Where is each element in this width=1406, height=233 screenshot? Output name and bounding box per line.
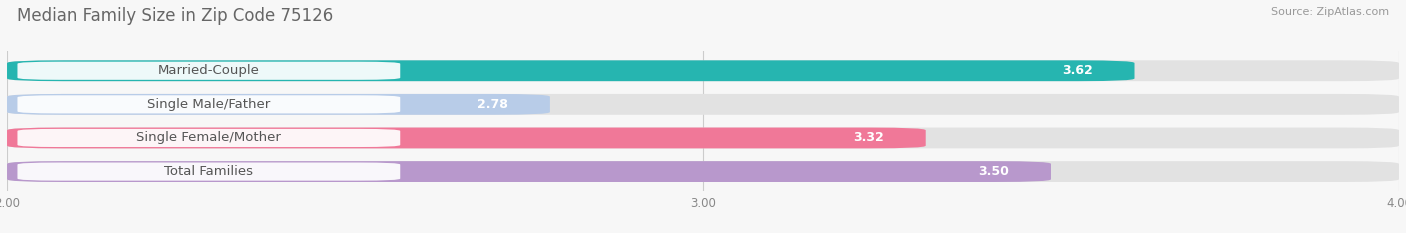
FancyBboxPatch shape [17, 95, 401, 113]
Text: Median Family Size in Zip Code 75126: Median Family Size in Zip Code 75126 [17, 7, 333, 25]
FancyBboxPatch shape [7, 94, 550, 115]
FancyBboxPatch shape [7, 94, 1399, 115]
Text: 3.62: 3.62 [1062, 64, 1092, 77]
Text: Source: ZipAtlas.com: Source: ZipAtlas.com [1271, 7, 1389, 17]
Text: Single Female/Mother: Single Female/Mother [136, 131, 281, 144]
Text: Married-Couple: Married-Couple [157, 64, 260, 77]
FancyBboxPatch shape [7, 60, 1399, 81]
FancyBboxPatch shape [7, 161, 1399, 182]
FancyBboxPatch shape [17, 129, 401, 147]
Text: Single Male/Father: Single Male/Father [148, 98, 270, 111]
FancyBboxPatch shape [7, 60, 1135, 81]
Text: 3.32: 3.32 [853, 131, 884, 144]
Text: 2.78: 2.78 [477, 98, 508, 111]
FancyBboxPatch shape [17, 62, 401, 80]
Text: Total Families: Total Families [165, 165, 253, 178]
FancyBboxPatch shape [17, 162, 401, 181]
FancyBboxPatch shape [7, 161, 1050, 182]
FancyBboxPatch shape [7, 127, 925, 148]
Text: 3.50: 3.50 [979, 165, 1010, 178]
FancyBboxPatch shape [7, 127, 1399, 148]
